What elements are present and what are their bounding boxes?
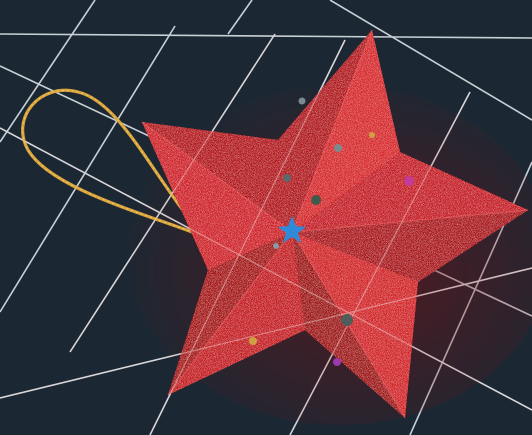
green-sequin [311,195,321,205]
purple-sequin [333,358,341,366]
grey-sequin [298,97,306,105]
sequins [249,97,414,366]
dark-sequin [341,314,353,326]
gold-sequin [249,337,257,345]
blue-star-sequin [278,216,306,243]
pink-sequin [404,176,414,186]
grey-sequin [283,174,291,182]
grey-sequin [273,243,279,249]
gold-sequin [369,132,375,138]
red-star-ornament [141,29,529,419]
grid-overlay [0,33,532,435]
grey-sequin [334,144,342,152]
